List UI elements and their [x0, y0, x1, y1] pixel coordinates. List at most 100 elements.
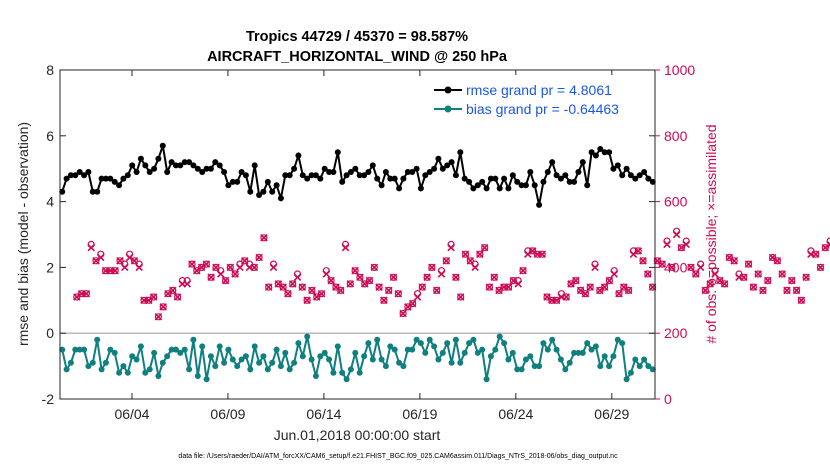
rmse-point [212, 159, 219, 166]
rmse-point [492, 175, 499, 182]
obs-assimilated-point [298, 283, 307, 291]
obs-assimilated-point [802, 273, 810, 282]
rmse-point [330, 169, 337, 175]
bias-point [448, 359, 455, 366]
bias-point [67, 359, 74, 366]
left-tick-label: 4 [46, 194, 54, 210]
rmse-point [627, 172, 634, 179]
obs-possible-point [567, 280, 575, 288]
y-axis-label-left: rmse and bias (model - observation) [15, 122, 31, 346]
right-tick-label: 200 [664, 325, 688, 341]
bias-point [584, 340, 591, 347]
obs-possible-point [116, 257, 124, 265]
bias-point [282, 349, 289, 356]
rmse-point [190, 162, 197, 169]
obs-assimilated-point [538, 250, 547, 259]
bias-point [76, 346, 83, 353]
obs-possible-point [418, 283, 426, 291]
obs-assimilated-point [125, 253, 134, 262]
bias-point [544, 346, 551, 353]
bias-point [549, 336, 556, 343]
bias-point [199, 343, 206, 350]
obs-assimilated-point [773, 257, 782, 265]
bias-point [400, 363, 407, 370]
bias-point [641, 356, 648, 363]
bias-point [610, 353, 617, 360]
rmse-point [382, 169, 389, 175]
rmse-point [133, 169, 140, 175]
obs-possible-point [783, 286, 791, 294]
obs-possible-point [202, 260, 210, 268]
obs-assimilated-point [514, 280, 523, 288]
x-axis-label: Jun.01,2018 00:00:00 start [274, 427, 441, 443]
right-tick-label: 1000 [664, 62, 695, 78]
rmse-point [557, 175, 564, 182]
rmse-point [619, 172, 626, 179]
bias-point [426, 336, 433, 343]
rmse-point [597, 146, 604, 152]
bias-point [601, 353, 608, 360]
obs-possible-point [644, 270, 652, 278]
obs-possible-point [620, 283, 628, 291]
left-tick-label: 0 [46, 325, 54, 341]
rmse-point [102, 175, 109, 182]
obs-assimilated-point [490, 273, 499, 282]
bias-point [356, 369, 363, 376]
bias-point [627, 369, 634, 376]
rmse-point [168, 159, 175, 166]
rmse-point [496, 185, 503, 192]
obs-assimilated-point [519, 266, 527, 275]
rmse-point [426, 169, 433, 175]
rmse-point [304, 175, 311, 182]
obs-possible-point [716, 277, 724, 285]
obs-possible-point [788, 277, 796, 285]
bias-point [326, 356, 333, 363]
bias-point [181, 346, 188, 353]
bias-point [59, 346, 66, 353]
bias-point [444, 340, 451, 347]
obs-possible-point [159, 303, 167, 311]
rmse-point [111, 178, 118, 185]
obs-possible-point [452, 273, 460, 281]
obs-assimilated-point [284, 289, 292, 298]
obs-assimilated-point [677, 243, 686, 252]
bias-point [295, 340, 302, 347]
bias-point [387, 343, 394, 350]
obs-possible-point [490, 273, 498, 281]
rmse-point [116, 182, 123, 189]
axes-frame [59, 69, 656, 400]
obs-assimilated-point [591, 263, 599, 272]
rmse-point [571, 178, 578, 185]
bias-point [557, 356, 564, 363]
obs-assimilated-point [763, 276, 772, 285]
bias-point [221, 359, 228, 366]
obs-possible-point [250, 263, 258, 271]
obs-assimilated-point [260, 234, 268, 242]
obs-possible-point [169, 286, 177, 294]
obs-possible-point [394, 290, 402, 298]
obs-possible-point [188, 260, 196, 268]
rmse-point [623, 165, 630, 172]
obs-assimilated-point [629, 250, 638, 259]
rmse-point [636, 172, 643, 179]
obs-assimilated-point [207, 273, 215, 282]
rmse-point [81, 172, 88, 179]
bias-point [575, 349, 582, 356]
rmse-point [369, 162, 376, 169]
rmse-point [186, 159, 193, 166]
obs-assimilated-point [826, 240, 830, 249]
obs-assimilated-point [351, 266, 359, 275]
obs-assimilated-point [447, 243, 455, 252]
obs-assimilated-point [730, 257, 738, 265]
bias-point [321, 349, 328, 356]
obs-assimilated-point [384, 286, 393, 295]
chart-title: Tropics 44729 / 45370 = 98.587% [246, 29, 468, 45]
rmse-point [374, 175, 381, 182]
obs-possible-point [346, 280, 354, 288]
rmse-point [295, 152, 302, 159]
rmse-point [347, 169, 354, 175]
right-tick-label: 400 [664, 259, 688, 275]
obs-assimilated-point [471, 263, 479, 272]
rmse-point [588, 149, 595, 156]
bias-point [623, 376, 630, 383]
